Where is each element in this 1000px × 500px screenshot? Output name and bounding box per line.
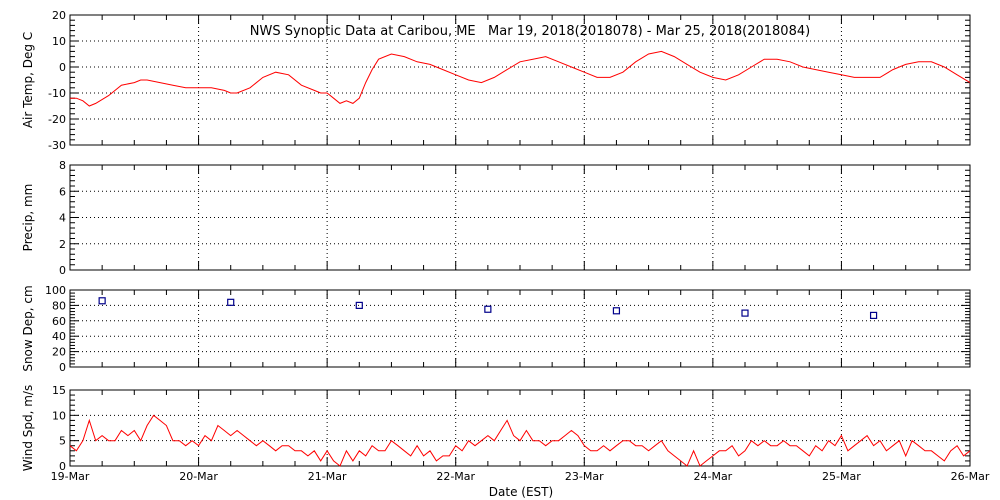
precip-ytick-label: 2 (59, 238, 66, 251)
snow-depth-point (612, 307, 621, 315)
air-temp-ytick-label: 10 (52, 35, 66, 48)
snow-depth-ytick-label: 0 (59, 361, 66, 374)
x-tick-label: 26-Mar (951, 470, 990, 483)
snow-depth-point (741, 309, 749, 317)
x-tick-labels: 19-Mar 20-Mar 21-Mar 22-Mar 23-Mar 24-Mar 25-M… (51, 470, 990, 483)
snow-depth-ytick-label: 100 (45, 284, 66, 297)
snow-depth-ytick-label: 60 (52, 315, 66, 328)
x-tick-label: 25-Mar (822, 470, 861, 483)
x-tick-label: 20-Mar (179, 470, 218, 483)
snow-depth-point (355, 301, 363, 309)
precip-ytick-label: 4 (59, 212, 66, 225)
snow-depth-ytick-label: 80 (52, 299, 66, 312)
air-temp-ytick-label: -30 (48, 139, 66, 152)
precip-ytick-label: 0 (59, 264, 66, 277)
x-tick-label: 22-Mar (436, 470, 475, 483)
x-tick-label: 21-Mar (308, 470, 347, 483)
snow-depth-ytick-label: 20 (52, 346, 66, 359)
wind-speed-panel: 0 5 10 15 Wind Spd, m/s (21, 384, 971, 473)
panels: -30 -20 -10 0 10 20 Air Temp, Deg C 0 2 4 6 8 Precip… (21, 9, 990, 483)
precip-axis-title: Precip, mm (21, 184, 35, 252)
wind-speed-line (69, 414, 971, 467)
snow-depth-point (227, 298, 235, 306)
precip-panel: 0 2 4 6 8 Precip, mm (21, 159, 971, 277)
x-tick-label: 24-Mar (693, 470, 732, 483)
air-temp-line (70, 50, 971, 107)
snow-depth-panel: 0 20 40 60 80 100 Snow Dep, cm (21, 284, 971, 374)
air-temp-ytick-label: 0 (59, 61, 66, 74)
air-temp-ytick-label: -20 (48, 113, 66, 126)
air-temp-ytick-label: 20 (52, 9, 66, 22)
precip-ytick-label: 6 (59, 185, 66, 198)
x-tick-label: 19-Mar (51, 470, 90, 483)
wind-speed-ytick-label: 5 (59, 435, 66, 448)
precip-ytick-label: 8 (59, 159, 66, 172)
wind-speed-frame (69, 389, 971, 467)
wind-speed-ytick-label: 15 (52, 384, 66, 397)
snow-depth-ytick-label: 40 (52, 330, 66, 343)
air-temp-axis-title: Air Temp, Deg C (21, 32, 35, 128)
x-tick-label: 23-Mar (565, 470, 604, 483)
x-axis-title: Date (EST) (489, 485, 553, 499)
wind-speed-axis-title: Wind Spd, m/s (21, 385, 35, 471)
snow-depth-frame (69, 289, 971, 368)
wind-speed-ytick-label: 0 (59, 460, 66, 473)
air-temp-ytick-label: -10 (48, 87, 66, 100)
snow-depth-point (98, 297, 106, 305)
wind-speed-ytick-label: 10 (52, 409, 66, 422)
snow-depth-point (484, 305, 492, 313)
chart-title: NWS Synoptic Data at Caribou, ME Mar 19,… (250, 24, 810, 39)
snow-depth-axis-title: Snow Dep, cm (21, 285, 35, 371)
snow-depth-point (869, 311, 878, 320)
air-temp-panel: -30 -20 -10 0 10 20 Air Temp, Deg C (21, 9, 971, 152)
